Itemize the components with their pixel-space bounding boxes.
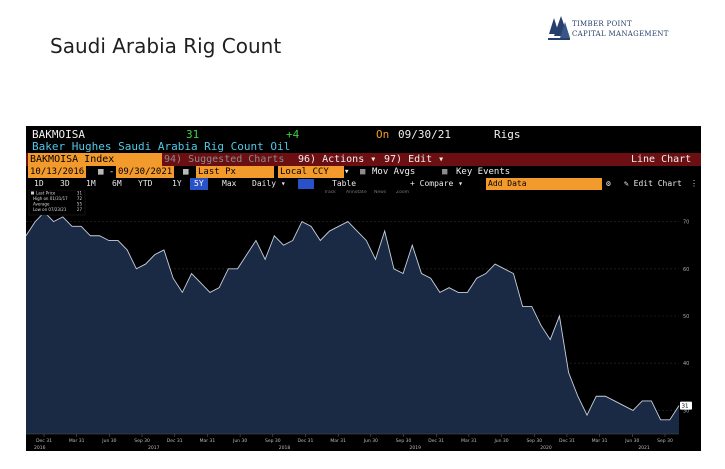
line-chart-icon[interactable] bbox=[298, 179, 314, 189]
chart-type-label: Line Chart bbox=[631, 154, 692, 165]
field-select[interactable]: Last Px bbox=[196, 166, 274, 178]
compare-button[interactable]: + Compare ▾ bbox=[410, 179, 463, 188]
y-tick-label: 50 bbox=[683, 314, 689, 320]
chart-tool-annotate: Annotate bbox=[346, 190, 367, 195]
x-tick-label: Sep 30 bbox=[265, 438, 281, 444]
calendar-icon[interactable]: ▦ - bbox=[98, 167, 115, 177]
year-label: 2021 bbox=[638, 445, 650, 451]
pine-trees-icon bbox=[548, 16, 570, 40]
x-tick-label: Mar 31 bbox=[69, 438, 85, 444]
menu-icon[interactable]: ⋮ bbox=[690, 179, 698, 188]
rig-count-chart: Track Annotate News Zoom 30 40 50 60 70 31 Dec 31 M… bbox=[26, 190, 692, 451]
company-logo: TIMBER POINT CAPITAL MANAGEMENT bbox=[548, 16, 678, 48]
mov-avgs-toggle[interactable]: Mov Avgs bbox=[372, 167, 416, 177]
x-tick-label: Jun 30 bbox=[624, 438, 639, 444]
change-value: +4 bbox=[286, 128, 300, 141]
series-description: Baker Hughes Saudi Arabia Rig Count Oil bbox=[32, 140, 291, 153]
ticker-symbol: BAKMOISA bbox=[32, 128, 85, 141]
legend-value: 55 bbox=[77, 202, 83, 207]
ticker-header: BAKMOISA 31 +4 On 09/30/21 Rigs bbox=[26, 128, 701, 141]
period-6m[interactable]: 6M bbox=[112, 179, 122, 188]
legend-label: High on 01/31/17 bbox=[33, 196, 68, 201]
add-data-field[interactable]: Add Data bbox=[486, 178, 602, 190]
checkbox-icon[interactable]: ■ bbox=[442, 167, 448, 177]
chart-tool-news: News bbox=[374, 190, 387, 195]
edit-chart-button[interactable]: ✎ Edit Chart bbox=[624, 179, 682, 188]
x-tick-label: Dec 31 bbox=[298, 438, 314, 444]
bloomberg-terminal: BAKMOISA 31 +4 On 09/30/21 Rigs Baker Hu… bbox=[26, 126, 701, 451]
x-tick-label: Mar 31 bbox=[461, 438, 477, 444]
x-tick-label: Sep 30 bbox=[657, 438, 673, 444]
key-events-toggle[interactable]: Key Events bbox=[456, 167, 511, 177]
period-1y[interactable]: 1Y bbox=[172, 179, 182, 188]
table-button[interactable]: Table bbox=[332, 179, 357, 188]
logo-line-1: TIMBER POINT bbox=[572, 20, 632, 28]
year-label: 2016 bbox=[34, 445, 46, 451]
series-line bbox=[26, 211, 680, 421]
x-tick-label: Dec 31 bbox=[559, 438, 575, 444]
start-date-field[interactable]: 10/13/2016 bbox=[28, 166, 87, 178]
period-1d[interactable]: 1D bbox=[34, 179, 44, 188]
x-tick-label: Dec 31 bbox=[428, 438, 444, 444]
calendar-icon[interactable]: ▦ bbox=[183, 167, 189, 177]
y-tick-label: 70 bbox=[683, 220, 689, 226]
index-label[interactable]: BAKMOISA Index bbox=[28, 153, 162, 166]
period-1m[interactable]: 1M bbox=[86, 179, 96, 188]
year-label: 2018 bbox=[279, 445, 291, 451]
period-ytd[interactable]: YTD bbox=[138, 179, 153, 188]
x-tick-label: Jun 30 bbox=[101, 438, 116, 444]
end-date-field[interactable]: 09/30/2021 bbox=[116, 166, 175, 178]
x-tick-label: Jun 30 bbox=[232, 438, 247, 444]
suggested-charts-button[interactable]: 94) Suggested Charts bbox=[164, 154, 285, 165]
range-bar: 10/13/2016 ▦ - 09/30/2021 ▦ Last Px Loca… bbox=[26, 166, 701, 178]
x-tick-label: Mar 31 bbox=[592, 438, 608, 444]
period-max[interactable]: Max bbox=[222, 179, 237, 188]
x-tick-label: Jun 30 bbox=[363, 438, 378, 444]
period-bar: 1D 3D 1M 6M YTD 1Y 5Y Max Daily ▾ Table … bbox=[26, 178, 701, 190]
series-area bbox=[26, 212, 679, 434]
chart-tool-track: Track bbox=[323, 190, 336, 195]
checkbox-icon[interactable]: ■ bbox=[360, 167, 366, 177]
x-tick-label: Sep 30 bbox=[134, 438, 150, 444]
y-tick-label: 40 bbox=[683, 361, 689, 367]
legend-label: Last Price bbox=[36, 191, 56, 196]
last-value: 31 bbox=[186, 128, 200, 141]
x-tick-label: Dec 31 bbox=[167, 438, 183, 444]
frequency-select[interactable]: Daily ▾ bbox=[252, 179, 286, 188]
year-label: 2020 bbox=[540, 445, 552, 451]
edit-menu[interactable]: 97) Edit ▾ bbox=[384, 154, 445, 165]
x-tick-label: Sep 30 bbox=[526, 438, 542, 444]
period-3d[interactable]: 3D bbox=[60, 179, 70, 188]
period-5y[interactable]: 5Y bbox=[190, 178, 208, 190]
legend-label: Average bbox=[33, 202, 50, 207]
settings-icon[interactable]: ⚙ bbox=[606, 179, 611, 188]
year-label: 2017 bbox=[148, 445, 160, 451]
chart-tool-zoom: Zoom bbox=[396, 190, 409, 195]
logo-line-2: CAPITAL MANAGEMENT bbox=[572, 30, 669, 38]
command-bar: BAKMOISA Index 94) Suggested Charts 96) … bbox=[26, 153, 701, 166]
currency-select[interactable]: Local CCY bbox=[278, 166, 344, 178]
last-value-marker bbox=[680, 401, 692, 410]
chevron-down-icon[interactable]: ▾ bbox=[344, 167, 350, 177]
x-tick-label: Sep 30 bbox=[396, 438, 412, 444]
y-tick-label: 60 bbox=[683, 267, 689, 273]
legend-box bbox=[28, 190, 86, 216]
legend-label: Low on 07/23/21 bbox=[33, 207, 67, 212]
actions-menu[interactable]: 96) Actions ▾ bbox=[298, 154, 377, 165]
y-tick-label: 30 bbox=[683, 408, 689, 414]
unit-label: Rigs bbox=[494, 128, 521, 141]
legend-swatch bbox=[31, 191, 34, 195]
slide-title: Saudi Arabia Rig Count bbox=[50, 34, 282, 58]
year-label: 2019 bbox=[410, 445, 422, 451]
last-value-label: 31 bbox=[682, 404, 689, 410]
on-label: On bbox=[376, 128, 390, 141]
x-tick-label: Jun 30 bbox=[493, 438, 508, 444]
x-tick-label: Mar 31 bbox=[330, 438, 346, 444]
on-date: 09/30/21 bbox=[398, 128, 451, 141]
legend-value: 72 bbox=[77, 196, 83, 201]
legend-value: 27 bbox=[77, 207, 83, 212]
x-tick-label: Dec 31 bbox=[36, 438, 52, 444]
x-tick-label: Mar 31 bbox=[200, 438, 216, 444]
legend-value: 31 bbox=[77, 191, 83, 196]
